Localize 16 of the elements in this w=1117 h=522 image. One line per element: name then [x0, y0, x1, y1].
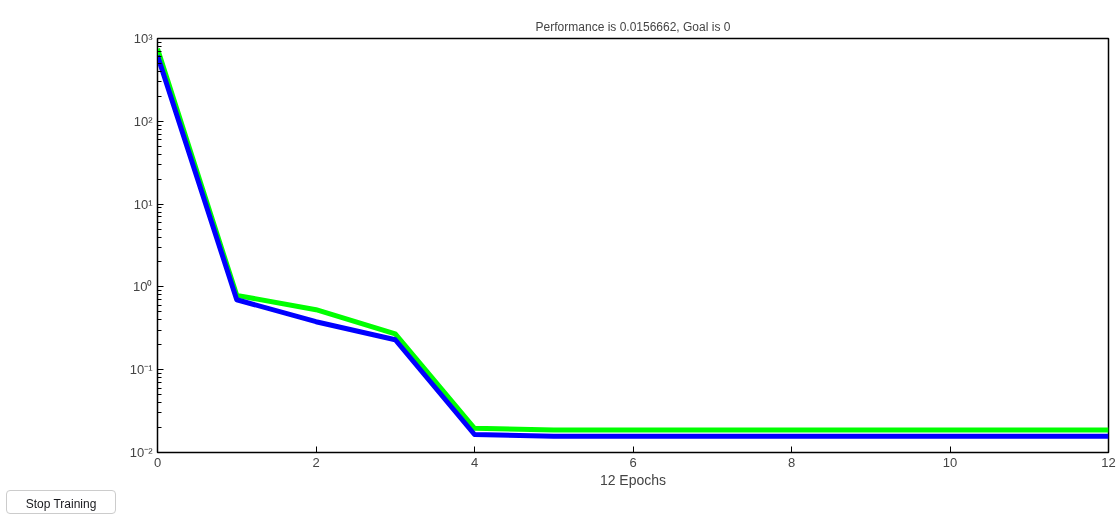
- x-tick-label: 0: [153, 454, 162, 470]
- x-tick-label: 2: [312, 454, 320, 470]
- x-tick-label: 8: [787, 454, 796, 470]
- y-tick-label: 10²: [133, 113, 154, 129]
- y-tick-label: 10⁻²: [129, 445, 154, 460]
- x-tick-label: 4: [470, 454, 479, 470]
- y-tick-label: 10⁻¹: [129, 362, 154, 378]
- chart-title: Performance is 0.0156662, Goal is 0: [535, 19, 731, 34]
- text: Stop Training: [6, 490, 116, 514]
- x-tick-label: 10: [942, 454, 958, 470]
- y-tick-label: 10¹: [133, 196, 154, 212]
- y-tick-label: 10⁰: [133, 279, 153, 295]
- y-tick-label: 10³: [133, 31, 154, 46]
- x-axis-title: 12 Epochs: [599, 471, 667, 488]
- x-tick-label: 12: [1101, 454, 1116, 470]
- x-tick-label: 6: [629, 454, 637, 470]
